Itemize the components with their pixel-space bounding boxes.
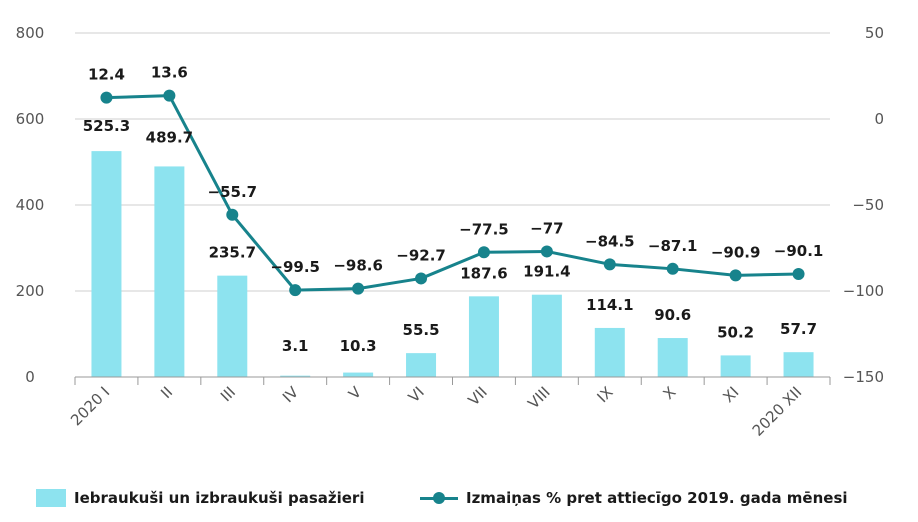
x-tick-label: VIII [524, 383, 553, 412]
bar-data-label: 191.4 [523, 263, 570, 281]
bar-data-label: 55.5 [403, 321, 440, 339]
bar [783, 352, 814, 377]
series-line [106, 94, 799, 292]
bar [468, 296, 499, 377]
line-point [540, 245, 553, 258]
y-right-tick-label: −50 [852, 196, 884, 214]
bar-data-label: 10.3 [340, 337, 377, 355]
line-data-label: 13.6 [151, 64, 188, 82]
legend-bar-swatch [36, 489, 66, 507]
line-data-label: −77.5 [459, 220, 509, 238]
y-right-tick-label: −100 [843, 282, 884, 300]
bar-series [91, 151, 814, 377]
bar-data-label: 489.7 [146, 128, 193, 146]
line-data-label: −84.5 [585, 232, 635, 250]
line-point [666, 262, 679, 275]
y-right-tick-label: 50 [865, 24, 884, 42]
bar [280, 375, 311, 377]
x-tick-label: 2020 XII [749, 383, 806, 440]
y-left-tick-label: 600 [16, 110, 45, 128]
x-tick-label: IX [593, 383, 616, 406]
data-labels: 525.3 489.7 235.7 3.1 10.3 55.5 187.6 191.4 114.… [83, 64, 824, 355]
line-point [792, 267, 805, 280]
bar [657, 338, 688, 377]
line-data-label: −87.1 [648, 237, 698, 255]
x-tick-label: II [157, 383, 176, 402]
line-point [729, 269, 742, 282]
line-data-label: −92.7 [396, 246, 446, 264]
bar [154, 166, 185, 377]
legend-label-line: Izmaiņas % pret attiecīgo 2019. gada mēn… [466, 489, 848, 507]
legend-line-swatch [420, 489, 458, 507]
line-point [477, 246, 490, 259]
bar-data-label: 235.7 [209, 244, 256, 262]
bar [531, 294, 562, 377]
line-point [415, 272, 428, 285]
bar-data-label: 525.3 [83, 117, 130, 135]
line-data-label: −90.1 [774, 242, 824, 260]
x-tick-label: V [345, 383, 366, 404]
x-tick-label: VII [465, 383, 491, 409]
y-right-tick-label: −150 [843, 368, 884, 386]
bar [343, 372, 374, 377]
x-axis [74, 376, 831, 385]
legend-label-bars: Iebraukuši un izbraukuši pasažieri [74, 489, 365, 507]
legend: Iebraukuši un izbraukuši pasažieri Izmai… [0, 484, 918, 512]
x-tick-label: X [660, 383, 680, 403]
bar [720, 355, 751, 377]
bar [91, 151, 122, 377]
line-point [603, 258, 616, 271]
legend-item-line: Izmaiņas % pret attiecīgo 2019. gada mēn… [420, 484, 848, 512]
line-data-label: 12.4 [88, 66, 125, 84]
line-point [226, 208, 239, 221]
y-left-tick-label: 400 [16, 196, 45, 214]
line-point [352, 282, 365, 295]
bar [217, 275, 248, 377]
line-point [100, 91, 113, 104]
y-left-tick-label: 800 [16, 24, 45, 42]
bar-data-label: 50.2 [717, 323, 754, 341]
x-tick-label: III [217, 383, 239, 405]
x-tick-label: IV [279, 383, 303, 407]
y-right-tick-label: 0 [874, 110, 884, 128]
bar [406, 353, 437, 377]
line-data-label: −98.6 [333, 257, 383, 275]
line-data-label: −99.5 [270, 258, 320, 276]
bar-data-label: 187.6 [460, 264, 507, 282]
line-data-label: −90.9 [711, 243, 761, 261]
y-left-tick-label: 200 [16, 282, 45, 300]
line-data-label: −55.7 [208, 183, 258, 201]
x-tick-label: 2020 I [67, 383, 113, 429]
line-data-label: −77 [530, 219, 563, 237]
y-left-tick-label: 0 [25, 368, 35, 386]
x-tick-label: XI [719, 383, 742, 406]
gridlines [75, 32, 830, 292]
bar-data-label: 57.7 [780, 320, 817, 338]
line-point [163, 89, 176, 102]
legend-item-bars: Iebraukuši un izbraukuši pasažieri [36, 484, 364, 512]
bar-data-label: 114.1 [586, 296, 633, 314]
bar-data-label: 90.6 [654, 306, 691, 324]
x-tick-label: VI [405, 383, 428, 406]
bar [594, 327, 625, 377]
line-point [289, 284, 302, 297]
bar-data-label: 3.1 [282, 337, 309, 355]
line-series [100, 89, 805, 297]
